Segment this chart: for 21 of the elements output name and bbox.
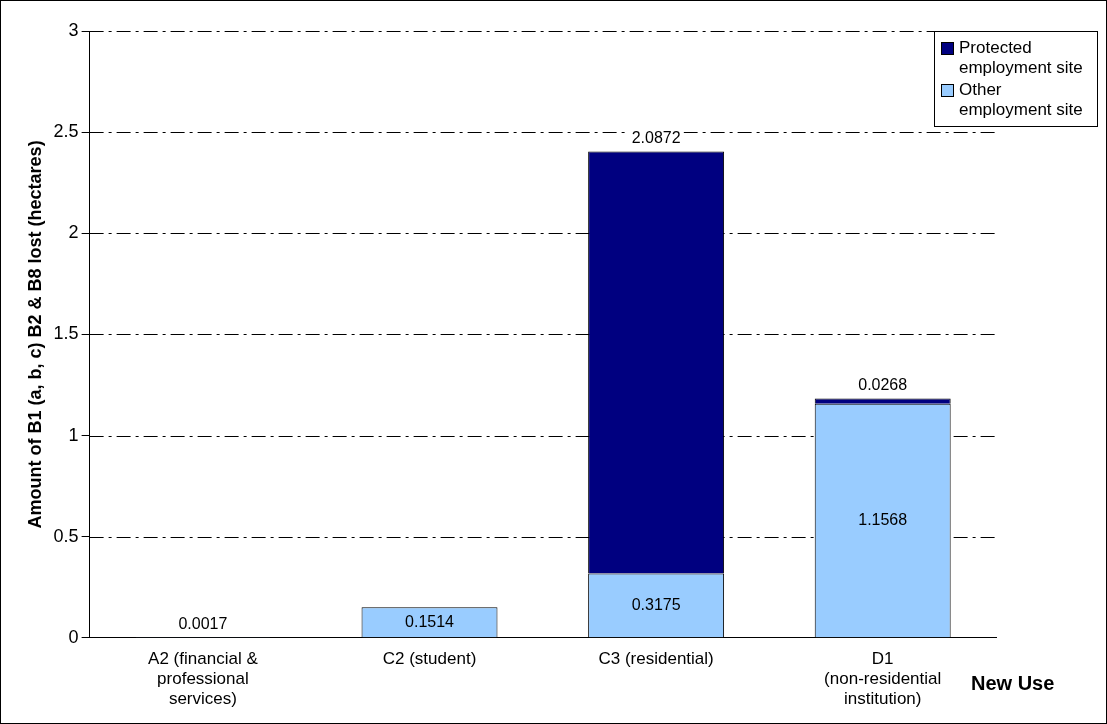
y-axis-title: Amount of B1 (a, b, c) B2 & B8 lost (hectares) [24,140,45,529]
data-label: 0.0268 [858,375,908,393]
x-axis-title: New Use [971,672,1055,695]
data-label: 2.0872 [631,128,681,146]
legend-label: Other employment site [959,80,1084,120]
data-label: 0.3175 [631,595,681,613]
y-tick-label: 0.5 [53,525,79,546]
y-tick-label: 1.5 [53,323,79,344]
y-tick-label: 2 [68,222,79,243]
data-label: 0.1514 [405,612,455,630]
y-tick-label: 1 [68,424,79,445]
y-tick-label: 2.5 [53,121,79,142]
x-tick-label: C3 (residential) [598,648,714,668]
y-tick-label: 3 [68,19,79,40]
data-label: 0.0017 [178,614,228,632]
x-tick-label: A2 (financial & professional services) [148,648,259,709]
y-tick-label: 0 [68,626,79,647]
legend-label: Protected employment site [959,38,1084,78]
x-tick-label: C2 (student) [382,648,477,668]
data-label: 1.1568 [858,510,908,528]
x-tick-label: D1 (non-residential institution) [824,648,942,709]
